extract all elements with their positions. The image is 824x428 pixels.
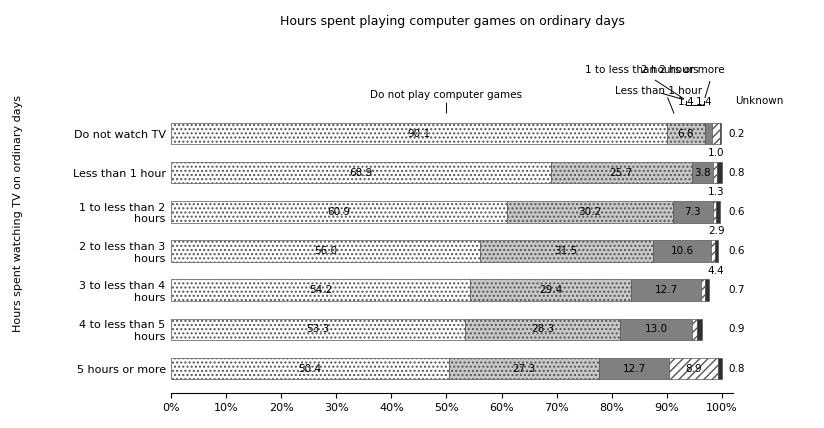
Text: 1 to less than 2 hours: 1 to less than 2 hours (585, 65, 699, 75)
Bar (705, 279, 709, 301)
Bar (669, 358, 718, 379)
Text: 2.9: 2.9 (708, 226, 724, 237)
Text: Hours spent watching TV on ordinary days: Hours spent watching TV on ordinary days (13, 95, 23, 333)
Text: 27.3: 27.3 (513, 364, 536, 374)
Bar (465, 319, 620, 340)
Bar (697, 319, 702, 340)
Bar (713, 201, 716, 223)
Text: 8.9: 8.9 (685, 364, 702, 374)
Bar (171, 358, 449, 379)
Bar (171, 279, 470, 301)
Bar (716, 201, 719, 223)
Text: 53.3: 53.3 (307, 324, 330, 334)
Bar (171, 319, 465, 340)
Text: 0.6: 0.6 (728, 207, 745, 217)
Text: 0.7: 0.7 (728, 285, 745, 295)
Text: 4.4: 4.4 (708, 266, 724, 276)
Text: 0.8: 0.8 (728, 364, 745, 374)
Text: 56.0: 56.0 (314, 246, 337, 256)
Text: 2 hours or more: 2 hours or more (641, 65, 724, 75)
Text: 1.3: 1.3 (708, 187, 724, 197)
Title: Hours spent playing computer games on ordinary days: Hours spent playing computer games on or… (279, 15, 625, 28)
Text: Do not play computer games: Do not play computer games (371, 90, 522, 100)
Bar (599, 358, 669, 379)
Text: 25.7: 25.7 (610, 168, 633, 178)
Bar (718, 358, 723, 379)
Bar (692, 319, 697, 340)
Bar (653, 240, 711, 262)
Text: 60.9: 60.9 (327, 207, 350, 217)
Bar (713, 123, 720, 144)
Text: 6.8: 6.8 (677, 128, 695, 139)
Text: 29.4: 29.4 (539, 285, 562, 295)
Text: 0.9: 0.9 (728, 324, 745, 334)
Bar (718, 162, 722, 184)
Bar (714, 240, 718, 262)
Text: 30.2: 30.2 (578, 207, 602, 217)
Text: 0.2: 0.2 (728, 128, 745, 139)
Text: 28.3: 28.3 (531, 324, 555, 334)
Text: 3.8: 3.8 (694, 168, 711, 178)
Text: Unknown: Unknown (736, 96, 784, 106)
Bar (713, 162, 718, 184)
Bar (711, 240, 714, 262)
Text: 1.0: 1.0 (708, 148, 724, 158)
Text: 90.1: 90.1 (408, 128, 431, 139)
Bar (171, 162, 550, 184)
Text: 7.3: 7.3 (685, 207, 701, 217)
Text: Less than 1 hour: Less than 1 hour (615, 86, 702, 96)
Text: 54.2: 54.2 (309, 285, 332, 295)
Bar (692, 162, 713, 184)
Text: 0.6: 0.6 (728, 246, 745, 256)
Text: 1.4: 1.4 (695, 97, 713, 107)
Bar (480, 240, 653, 262)
Bar (470, 279, 631, 301)
Bar (171, 123, 667, 144)
Bar (171, 201, 507, 223)
Bar (631, 279, 701, 301)
Bar (449, 358, 599, 379)
Bar (507, 201, 672, 223)
Bar (550, 162, 692, 184)
Bar (720, 123, 721, 144)
Text: 68.9: 68.9 (349, 168, 372, 178)
Text: 10.6: 10.6 (671, 246, 694, 256)
Text: 1.4: 1.4 (677, 97, 695, 107)
Bar (667, 123, 705, 144)
Text: 12.7: 12.7 (622, 364, 645, 374)
Bar (672, 201, 713, 223)
Text: 31.5: 31.5 (555, 246, 578, 256)
Bar (171, 240, 480, 262)
Text: 0.8: 0.8 (728, 168, 745, 178)
Bar (620, 319, 692, 340)
Bar (705, 123, 713, 144)
Text: 50.4: 50.4 (298, 364, 321, 374)
Bar (701, 279, 705, 301)
Text: 12.7: 12.7 (655, 285, 678, 295)
Text: 13.0: 13.0 (644, 324, 667, 334)
